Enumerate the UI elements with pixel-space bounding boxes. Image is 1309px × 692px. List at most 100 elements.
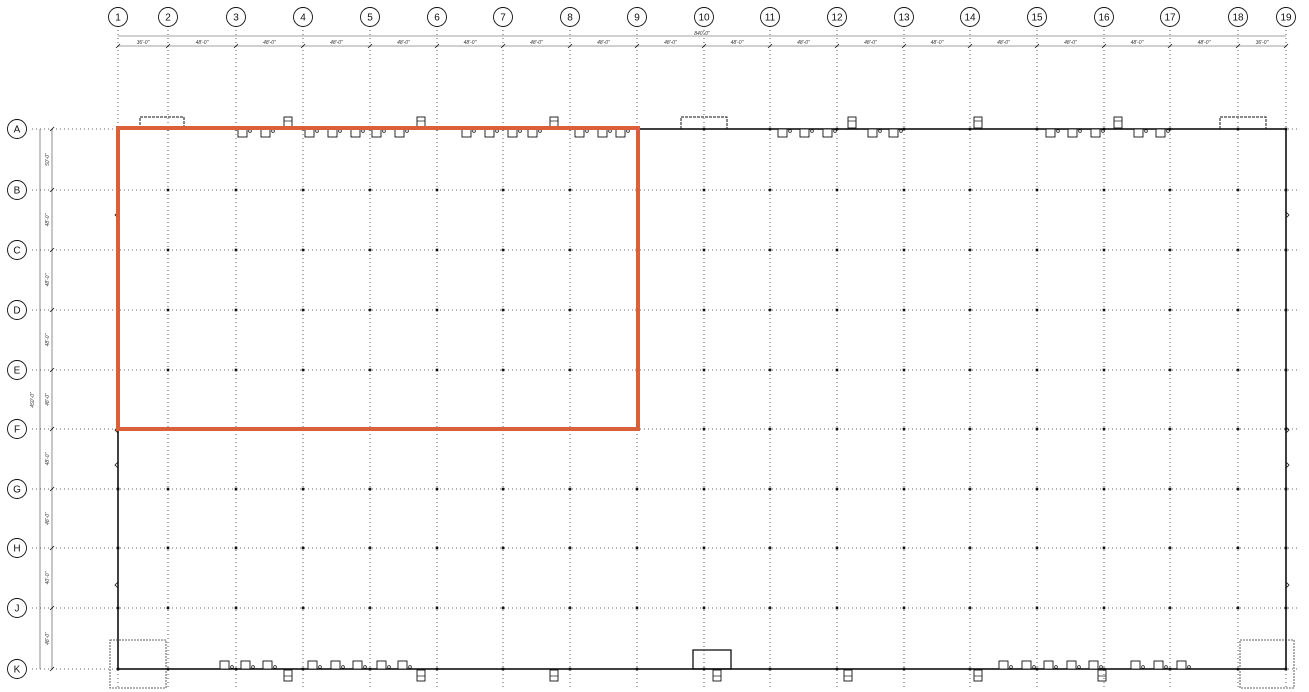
column-marker: [1236, 308, 1240, 312]
column-marker: [635, 606, 639, 610]
exit-stair-bottom: [973, 669, 983, 682]
column-bubble-label: 19: [1280, 13, 1292, 24]
bubble-circle: [7, 180, 27, 200]
bubble-circle: [493, 7, 513, 27]
dock-bumper: [318, 665, 322, 669]
dock-bumper: [472, 129, 476, 133]
bay-width-label: 48'-0": [864, 40, 877, 46]
dock-door: [304, 128, 315, 138]
dock-door: [219, 660, 230, 670]
column-marker: [1236, 606, 1240, 610]
exit-stair-bottom: [712, 669, 722, 682]
column-marker: [435, 487, 439, 491]
column-marker: [902, 427, 906, 431]
column-marker: [1236, 248, 1240, 252]
column-marker: [702, 427, 706, 431]
column-marker: [968, 546, 972, 550]
row-bubble-label: H: [13, 544, 20, 555]
column-marker: [968, 188, 972, 192]
column-bubble-label: 4: [300, 13, 306, 24]
bubble-circle: [7, 538, 27, 558]
column-bubble-label: 2: [165, 13, 171, 24]
bubble-circle: [7, 360, 27, 380]
dock-bumper: [1009, 665, 1013, 669]
column-bubble-label: 1: [115, 13, 121, 24]
dock-bumper: [271, 129, 275, 133]
column-marker: [1035, 188, 1039, 192]
column-marker: [568, 368, 572, 372]
bay-depth-label: 48'-0": [45, 632, 51, 645]
column-marker: [301, 248, 305, 252]
column-marker: [234, 368, 238, 372]
column-marker: [1102, 188, 1106, 192]
exit-stair-bottom: [1097, 669, 1107, 682]
column-marker: [702, 368, 706, 372]
dock-door: [1176, 660, 1187, 670]
column-marker: [1236, 427, 1240, 431]
dock-bumper: [363, 665, 367, 669]
dock-doors: [219, 116, 1191, 682]
column-marker: [501, 546, 505, 550]
column-marker: [1168, 308, 1172, 312]
bubble-circle: [7, 300, 27, 320]
dim-tick: [901, 43, 907, 49]
column-marker: [835, 308, 839, 312]
column-marker: [501, 368, 505, 372]
stair-corner-sw: [109, 639, 167, 689]
column-bubble-label: 8: [567, 13, 573, 24]
column-bubble-8: 8: [560, 7, 580, 27]
wall-notch: [1285, 426, 1290, 434]
bubble-circle: [1027, 7, 1047, 27]
column-bubble-14: 14: [960, 7, 980, 27]
bubble-circle: [1228, 7, 1248, 27]
column-marker: [501, 487, 505, 491]
bay-width-label: 48'-0": [1198, 40, 1211, 46]
column-marker: [568, 308, 572, 312]
selected-area-highlight[interactable]: [116, 126, 640, 431]
column-marker: [1035, 368, 1039, 372]
column-bubble-5: 5: [360, 7, 380, 27]
column-bubble-13: 13: [894, 7, 914, 27]
column-marker: [768, 487, 772, 491]
dock-door: [327, 128, 338, 138]
dim-tick: [49, 426, 55, 432]
column-marker: [1102, 606, 1106, 610]
column-marker: [368, 308, 372, 312]
entry-canopy: [680, 116, 728, 129]
bottom-vestibule: [692, 649, 732, 670]
dock-bumper: [387, 665, 391, 669]
column-bubble-label: 17: [1164, 13, 1176, 24]
stair-corner-se: [1239, 639, 1295, 689]
exit-stair-top: [1113, 116, 1123, 129]
column-bubble-1: 1: [108, 7, 128, 27]
bubble-circle: [627, 7, 647, 27]
overall-depth-dimension: 450'-0": [30, 392, 36, 408]
column-marker: [835, 188, 839, 192]
dock-door: [397, 660, 408, 670]
dock-door: [461, 128, 472, 138]
exterior-wall: [117, 128, 1287, 670]
dock-door: [1155, 128, 1166, 138]
dock-door: [330, 660, 341, 670]
column-marker: [234, 546, 238, 550]
row-bubble-label: B: [14, 186, 21, 197]
wall-notch: [1285, 211, 1290, 219]
dock-door: [237, 128, 248, 138]
column-marker: [568, 248, 572, 252]
dock-door: [1130, 660, 1141, 670]
dim-tick: [49, 307, 55, 313]
column-marker: [1035, 308, 1039, 312]
dock-door: [394, 128, 405, 138]
column-marker: [702, 248, 706, 252]
row-bubble-F: F: [7, 419, 27, 439]
dock-door: [822, 128, 833, 138]
column-marker: [1168, 606, 1172, 610]
column-marker: [568, 546, 572, 550]
dock-door: [307, 660, 318, 670]
column-marker: [435, 368, 439, 372]
column-marker: [368, 368, 372, 372]
column-marker: [501, 188, 505, 192]
column-bubble-label: 16: [1098, 13, 1110, 24]
bay-depth-label: 48'-0": [45, 273, 51, 286]
row-bubble-label: F: [14, 425, 20, 436]
